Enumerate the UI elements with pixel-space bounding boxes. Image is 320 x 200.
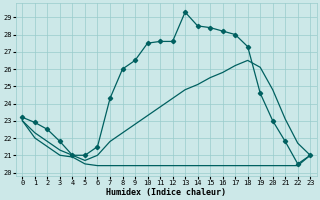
X-axis label: Humidex (Indice chaleur): Humidex (Indice chaleur)	[106, 188, 226, 197]
